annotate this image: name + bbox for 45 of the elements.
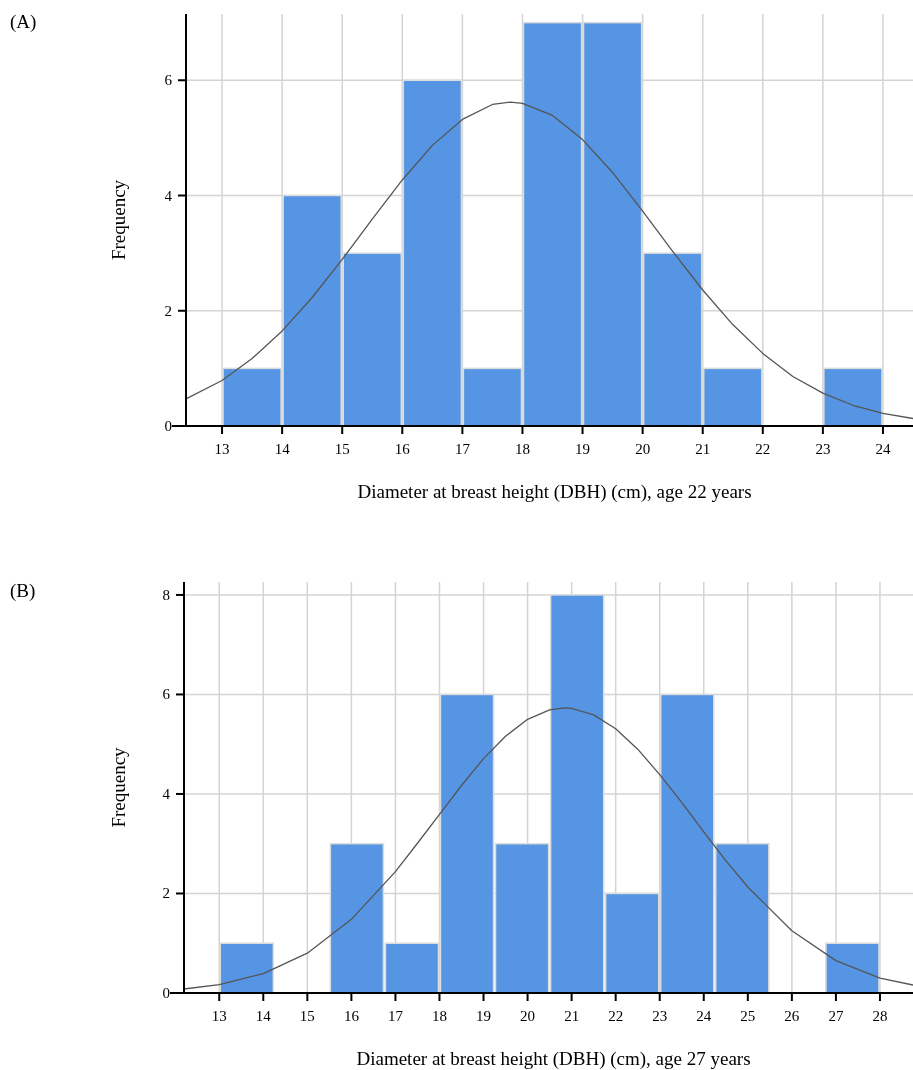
x-axis-title: Diameter at breast height (DBH) (cm), age 27 years	[356, 1048, 751, 1070]
x-tick-label: 26	[784, 1008, 800, 1024]
y-tick-label: 4	[164, 187, 173, 204]
y-tick-label: 6	[164, 72, 173, 89]
x-tick-label: 22	[755, 441, 771, 457]
x-tick-label: 18	[431, 1008, 447, 1024]
x-tick-label: 20	[520, 1008, 536, 1024]
x-tick-label: 21	[564, 1008, 580, 1024]
x-tick-label: 14	[255, 1008, 272, 1024]
x-tick-label: 23	[652, 1008, 668, 1024]
x-tick-label: 16	[394, 441, 411, 457]
y-tick-label: 2	[164, 302, 172, 319]
line-series	[183, 707, 913, 990]
x-tick-label: 24	[696, 1008, 712, 1024]
x-tick-label: 25	[740, 1008, 756, 1024]
x-tick-label: 15	[299, 1008, 315, 1024]
x-tick-label: 28	[872, 1008, 888, 1024]
x-tick-label: 15	[334, 441, 350, 457]
x-tick-label: 16	[343, 1008, 360, 1024]
y-tick-label: 8	[162, 586, 170, 603]
y-tick-label: 2	[162, 885, 170, 902]
x-tick-label: 17	[387, 1008, 404, 1024]
x-tick-label: 20	[635, 441, 651, 457]
y-tick-label: 4	[162, 785, 171, 802]
text: (A)	[10, 11, 37, 33]
y-tick-label: 6	[162, 686, 171, 703]
x-tick-label: 13	[211, 1008, 227, 1024]
y-axis-title: Frequency	[108, 746, 129, 828]
x-tick-label: 19	[476, 1008, 492, 1024]
x-tick-label: 17	[454, 441, 471, 457]
x-tick-label: 23	[815, 441, 831, 457]
x-tick-label: 13	[214, 441, 230, 457]
y-tick-label: 0	[164, 418, 172, 434]
x-tick-label: 14	[274, 441, 291, 457]
x-axis-title: Diameter at breast height (DBH) (cm), age 22 years	[357, 481, 752, 503]
x-tick-label: 21	[695, 441, 711, 457]
x-tick-label: 24	[875, 441, 891, 457]
text: (B)	[10, 580, 36, 602]
x-tick-label: 27	[828, 1008, 844, 1024]
y-tick-label: 0	[162, 985, 170, 1001]
x-tick-label: 22	[608, 1008, 624, 1024]
x-tick-label: 19	[575, 441, 591, 457]
line-series	[185, 101, 913, 420]
y-axis-title: Frequency	[108, 179, 129, 261]
x-tick-label: 18	[514, 441, 530, 457]
